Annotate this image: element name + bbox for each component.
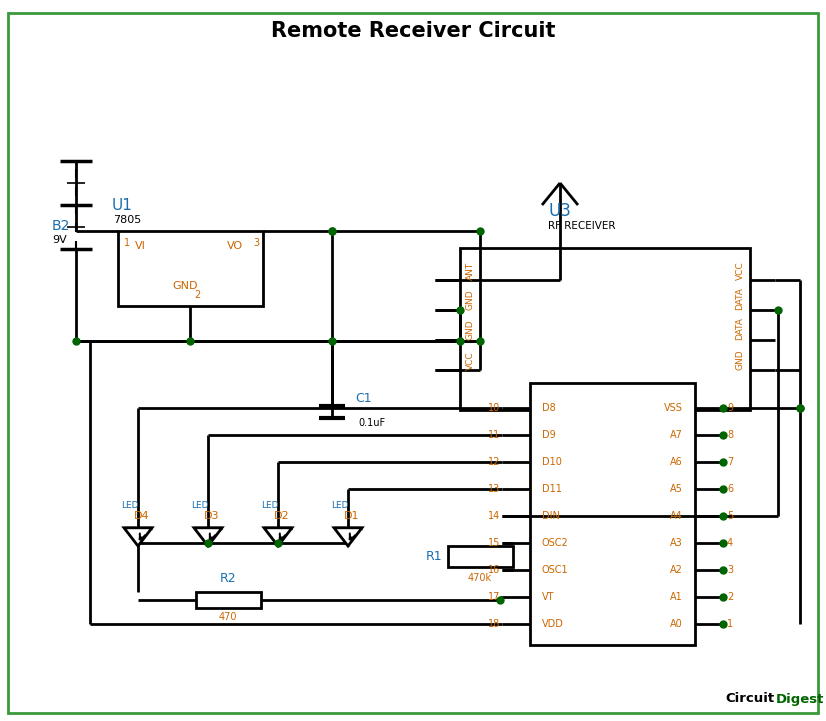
- Text: GND: GND: [173, 281, 197, 291]
- Text: 6: 6: [727, 484, 733, 494]
- Text: 16: 16: [487, 565, 500, 575]
- Text: 7: 7: [727, 457, 733, 467]
- Text: U3: U3: [548, 202, 571, 220]
- Text: 2: 2: [727, 592, 733, 602]
- Text: VSS: VSS: [664, 403, 683, 413]
- Polygon shape: [194, 528, 222, 546]
- Text: Remote Receiver Circuit: Remote Receiver Circuit: [271, 21, 555, 41]
- Text: R1: R1: [425, 550, 442, 563]
- Text: 14: 14: [487, 511, 500, 521]
- Text: 5: 5: [727, 511, 733, 521]
- Text: R2: R2: [220, 572, 236, 585]
- Text: 9: 9: [727, 403, 733, 413]
- Text: 470: 470: [219, 612, 237, 622]
- Text: 18: 18: [487, 619, 500, 629]
- Text: VDD: VDD: [542, 619, 564, 629]
- Text: GND: GND: [466, 289, 474, 310]
- Text: VO: VO: [227, 241, 243, 251]
- Text: U1: U1: [112, 198, 133, 213]
- Text: 12: 12: [487, 457, 500, 467]
- Text: 11: 11: [487, 430, 500, 440]
- Text: D9: D9: [542, 430, 556, 440]
- Text: A0: A0: [670, 619, 683, 629]
- Text: A1: A1: [670, 592, 683, 602]
- Text: 3: 3: [253, 238, 259, 248]
- Text: 470k: 470k: [468, 573, 492, 583]
- Text: 1: 1: [124, 238, 131, 248]
- Text: LED: LED: [121, 501, 139, 510]
- Polygon shape: [124, 528, 152, 546]
- Text: 0.1uF: 0.1uF: [358, 418, 386, 428]
- Text: LED: LED: [192, 501, 209, 510]
- Text: OSC1: OSC1: [542, 565, 568, 575]
- Bar: [196, 592, 261, 608]
- Text: A2: A2: [670, 565, 683, 575]
- Text: D11: D11: [542, 484, 562, 494]
- Text: A7: A7: [670, 430, 683, 440]
- Text: D10: D10: [542, 457, 562, 467]
- Text: 7805: 7805: [113, 215, 141, 225]
- Text: A6: A6: [670, 457, 683, 467]
- Text: GND: GND: [735, 350, 744, 370]
- Text: 4: 4: [727, 538, 733, 548]
- Text: GND: GND: [466, 319, 474, 340]
- Text: D3: D3: [204, 510, 220, 521]
- Text: DATA: DATA: [735, 317, 744, 340]
- Text: OSC2: OSC2: [542, 538, 569, 548]
- Text: 15: 15: [487, 538, 500, 548]
- Bar: [530, 383, 695, 645]
- Bar: [118, 231, 263, 306]
- Polygon shape: [334, 528, 362, 546]
- Text: Digest: Digest: [776, 692, 824, 706]
- Text: C1: C1: [356, 392, 373, 404]
- Text: A5: A5: [670, 484, 683, 494]
- Text: 2: 2: [194, 290, 200, 300]
- Text: 9V: 9V: [52, 235, 67, 245]
- Text: 17: 17: [487, 592, 500, 602]
- Bar: [460, 248, 750, 410]
- Text: 13: 13: [487, 484, 500, 494]
- Text: 8: 8: [727, 430, 733, 440]
- Text: 3: 3: [727, 565, 733, 575]
- Bar: [448, 546, 513, 567]
- Text: A4: A4: [670, 511, 683, 521]
- Text: RF RECEIVER: RF RECEIVER: [548, 221, 615, 231]
- Text: VT: VT: [542, 592, 554, 602]
- Text: D1: D1: [344, 510, 360, 521]
- Text: LED: LED: [261, 501, 278, 510]
- Text: D4: D4: [134, 510, 150, 521]
- Text: VI: VI: [135, 241, 145, 251]
- Text: 1: 1: [727, 619, 733, 629]
- Text: VCC: VCC: [735, 262, 744, 280]
- Text: LED: LED: [331, 501, 349, 510]
- Text: 10: 10: [487, 403, 500, 413]
- Text: Circuit: Circuit: [725, 692, 774, 706]
- Text: D2: D2: [274, 510, 290, 521]
- Text: DATA: DATA: [735, 287, 744, 310]
- Text: A3: A3: [670, 538, 683, 548]
- Text: ANT: ANT: [466, 262, 474, 280]
- Text: D8: D8: [542, 403, 556, 413]
- Polygon shape: [264, 528, 292, 546]
- Text: VCC: VCC: [466, 351, 474, 370]
- Text: B2: B2: [52, 219, 70, 233]
- Text: DIN: DIN: [542, 511, 560, 521]
